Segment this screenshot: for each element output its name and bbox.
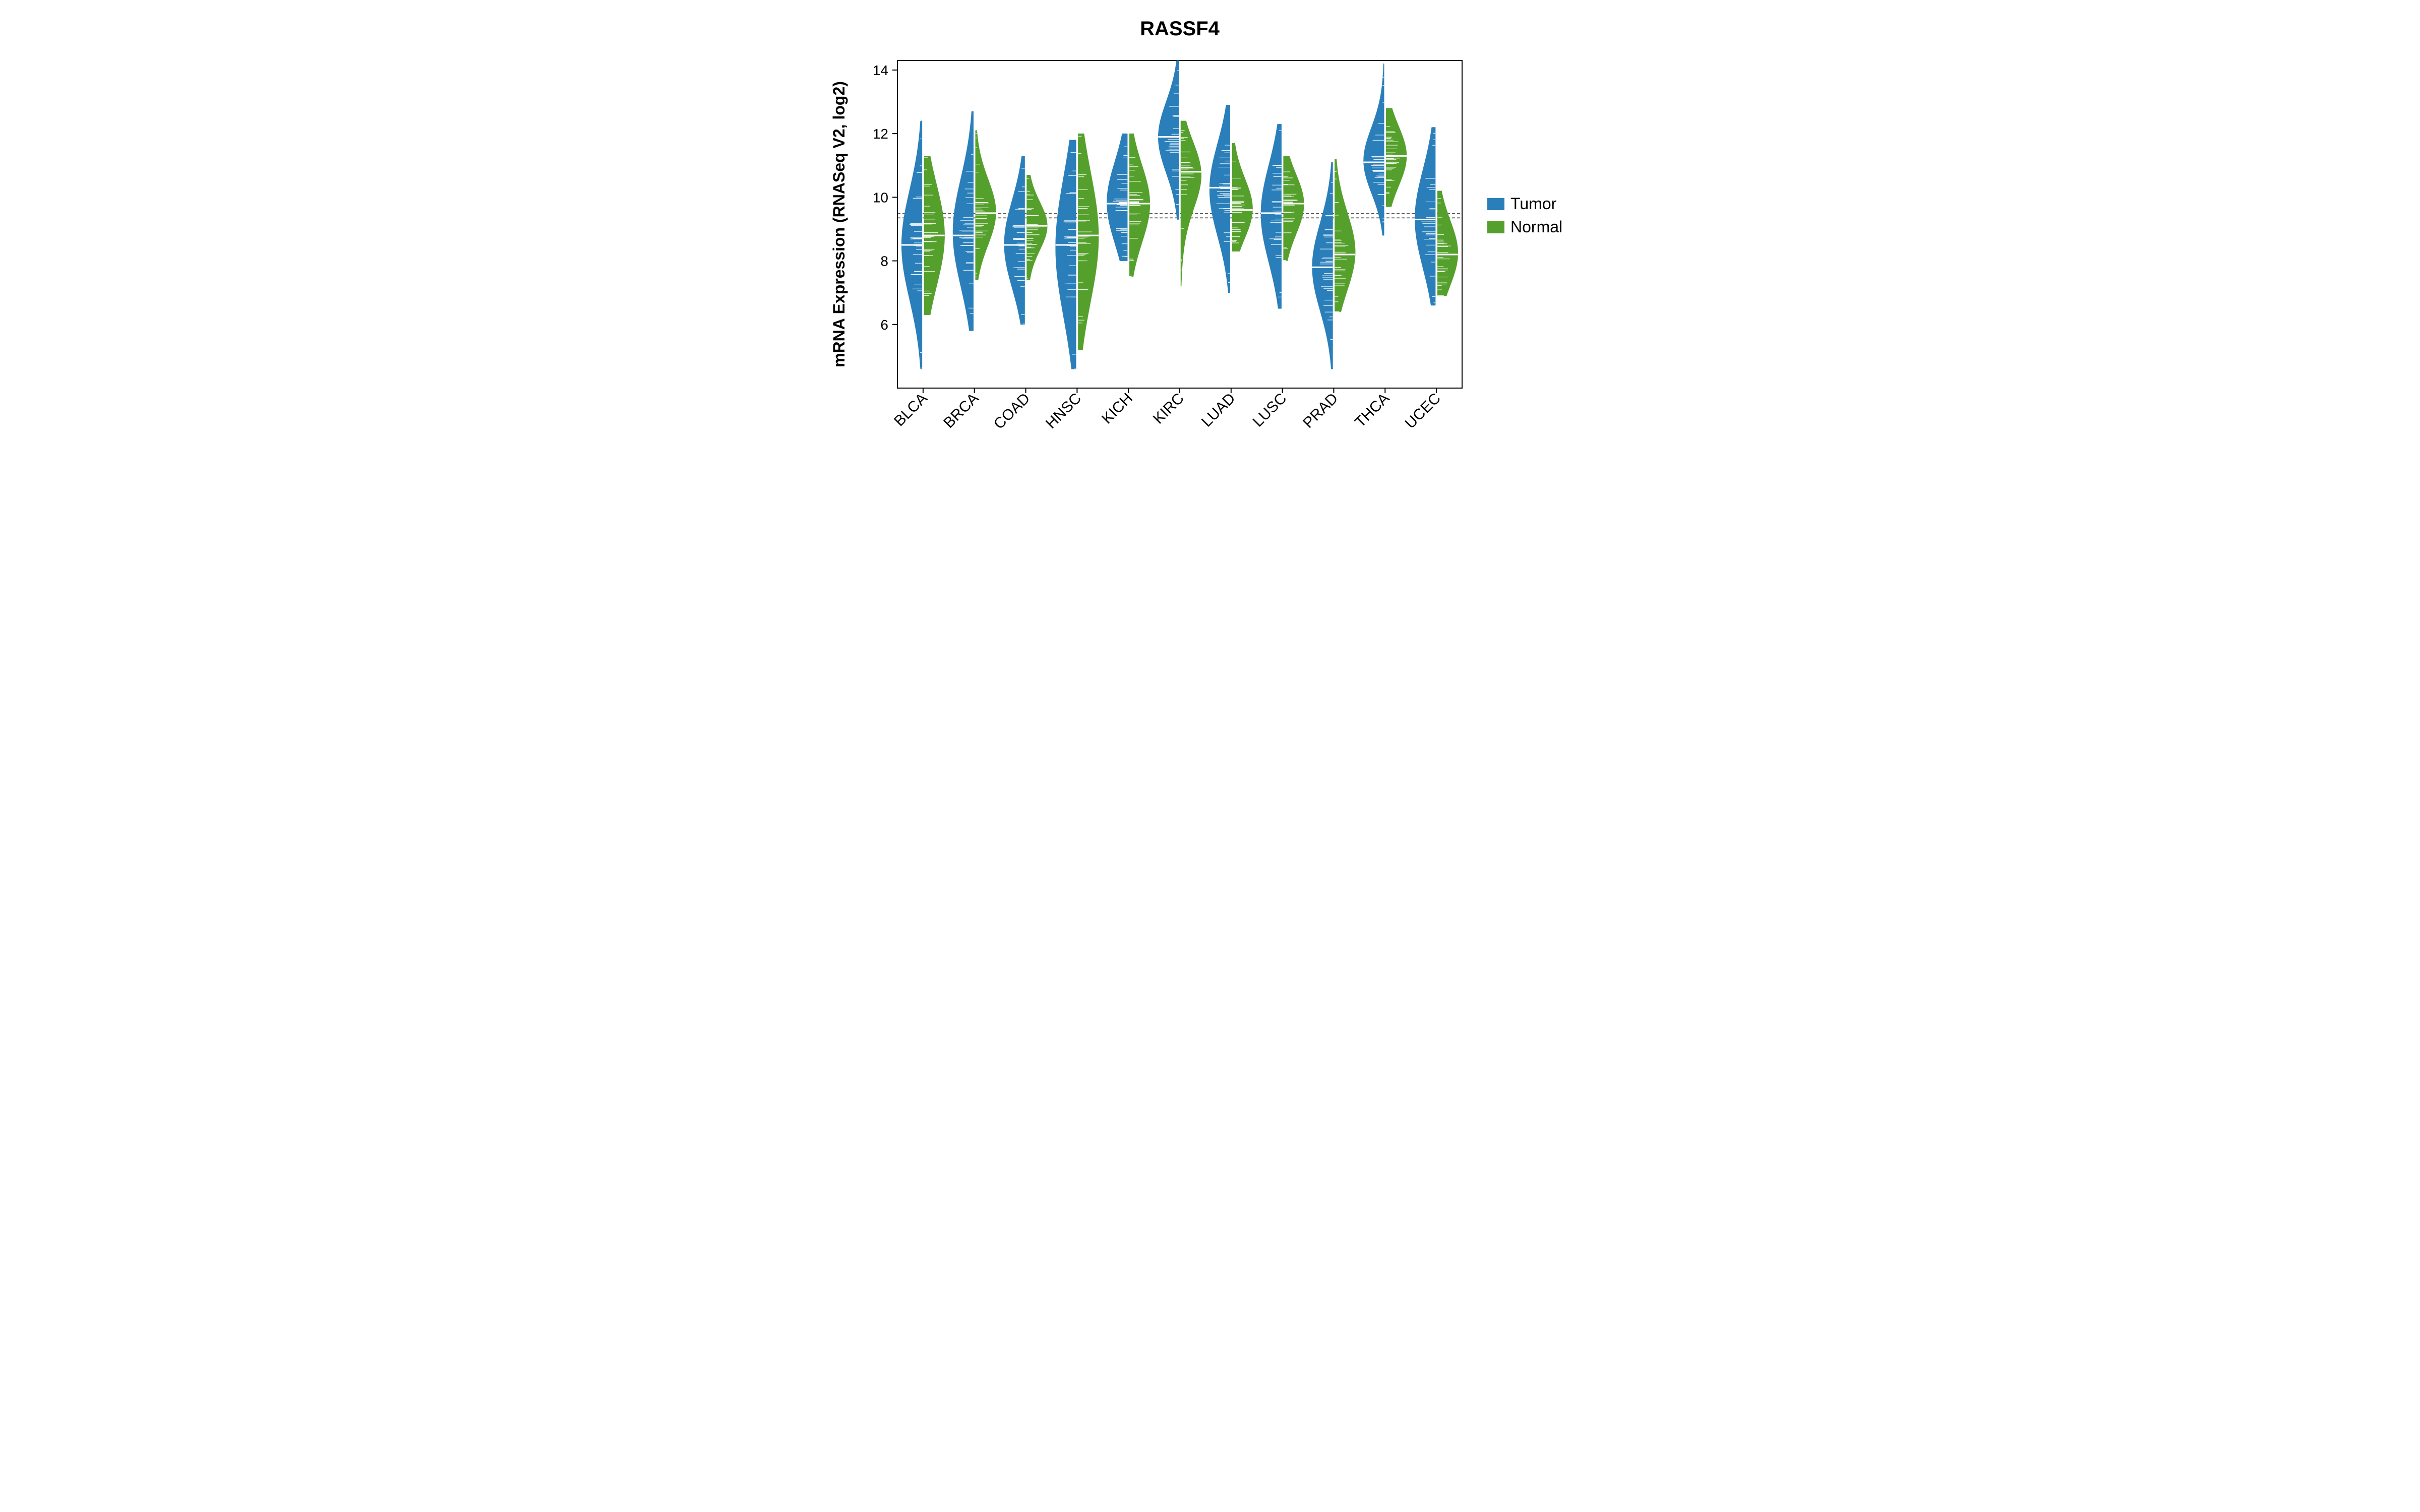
y-tick-label: 6 — [880, 317, 888, 333]
bean-normal — [1181, 121, 1201, 286]
bean-normal — [1027, 175, 1048, 280]
legend-label: Tumor — [1510, 195, 1557, 213]
bean-normal — [1335, 159, 1355, 312]
bean-normal — [1386, 108, 1407, 207]
chart-title: RASSF4 — [1140, 18, 1220, 40]
bean-tumor — [1261, 124, 1282, 308]
y-tick-label: 8 — [880, 254, 888, 269]
x-tick-label: LUSC — [1250, 390, 1290, 430]
bean-tumor — [1158, 60, 1179, 220]
bean-tumor — [1415, 128, 1435, 305]
bean-tumor — [1004, 156, 1025, 324]
x-tick-label: THCA — [1352, 390, 1393, 431]
bean-normal — [1078, 134, 1099, 350]
x-tick-label: UCEC — [1402, 390, 1444, 432]
bean-normal — [1232, 143, 1253, 251]
x-tick-label: LUAD — [1198, 390, 1239, 430]
bean-tumor — [1312, 162, 1333, 369]
y-tick-label: 10 — [873, 190, 888, 205]
y-tick-label: 14 — [873, 62, 888, 78]
x-tick-label: KICH — [1099, 390, 1136, 427]
y-tick-label: 12 — [873, 126, 888, 142]
x-tick-label: BRCA — [940, 390, 982, 431]
legend-label: Normal — [1510, 218, 1562, 236]
x-tick-label: HNSC — [1043, 390, 1084, 432]
bean-tumor — [1107, 134, 1127, 261]
bean-normal — [976, 131, 996, 280]
bean-tumor — [1364, 64, 1384, 235]
x-tick-label: BLCA — [891, 390, 931, 430]
bean-tumor — [1209, 105, 1230, 292]
bean-plot-chart: RASSF4 6 8 10 12 14 mRNA Expression (RNASeq V2… — [817, 0, 1603, 491]
bean-tumor — [1056, 140, 1076, 369]
y-axis-title: mRNA Expression (RNASeq V2, log2) — [830, 81, 848, 367]
x-tick-label: PRAD — [1300, 390, 1341, 431]
legend-swatch — [1487, 198, 1504, 210]
x-tick-label: COAD — [991, 390, 1034, 433]
legend-swatch — [1487, 221, 1504, 233]
bean-tumor — [953, 111, 974, 331]
legend: Tumor Normal — [1487, 195, 1562, 236]
x-tick-label: KIRC — [1150, 390, 1187, 427]
